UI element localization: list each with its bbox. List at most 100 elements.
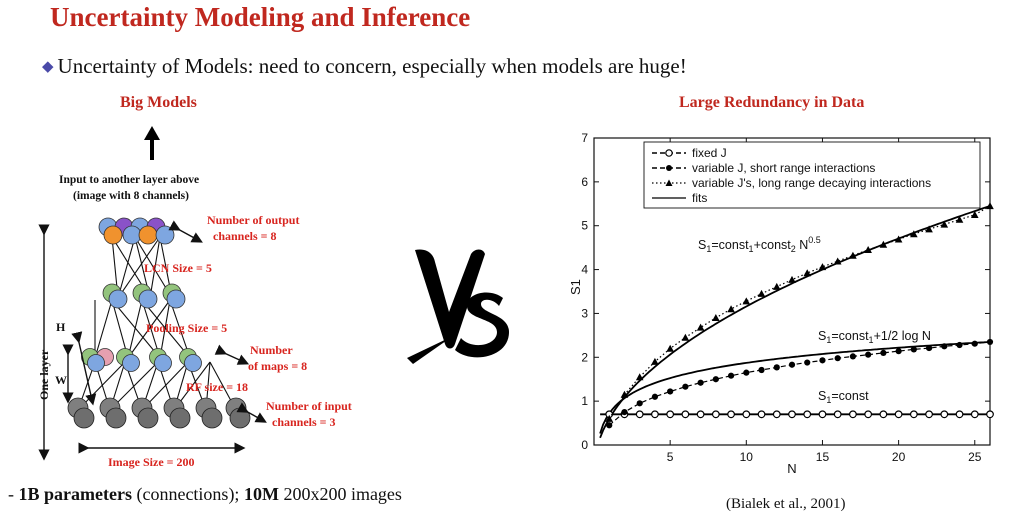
series-line <box>608 205 991 420</box>
input-label-line1: Input to another layer above <box>59 174 199 186</box>
input-layer-nodes <box>67 397 251 429</box>
point-fixed-j <box>635 410 644 419</box>
point-variable-j-long <box>605 414 614 422</box>
point-variable-j-long <box>772 282 781 290</box>
output-layer-nodes <box>98 217 175 245</box>
point-variable-j-long <box>833 257 842 265</box>
x-tick-label: 5 <box>667 450 674 464</box>
point-variable-j-short <box>697 379 704 386</box>
point-fixed-j <box>940 410 949 419</box>
point-variable-j-short <box>773 364 780 371</box>
bullet-text: Uncertainty of Models: need to concern, … <box>57 54 687 78</box>
citation: (Bialek et al., 2001) <box>726 496 846 512</box>
point-variable-j-short <box>819 357 826 364</box>
point-variable-j-long <box>742 297 751 305</box>
point-variable-j-short <box>636 400 643 407</box>
point-fixed-j <box>666 410 675 419</box>
point-variable-j-long <box>727 305 735 313</box>
point-variable-j-short <box>925 344 933 352</box>
y-tick-label: 2 <box>581 350 588 364</box>
annotation-const-fit: S1=const <box>818 389 869 405</box>
point-fixed-j <box>757 410 766 419</box>
point-variable-j-short <box>682 383 689 390</box>
point-variable-j-short <box>956 341 963 349</box>
point-variable-j-long <box>894 235 903 243</box>
input-channels-line2: channels = 3 <box>272 415 336 429</box>
point-variable-j-long <box>803 269 812 277</box>
point-fixed-j <box>986 410 994 419</box>
point-fixed-j <box>909 410 918 419</box>
fit-log-curve <box>599 341 991 434</box>
point-variable-j-short <box>651 393 659 400</box>
point-variable-j-long <box>681 333 690 341</box>
y-tick-label: 3 <box>581 306 588 320</box>
point-variable-j-long <box>849 251 857 259</box>
lcn-layer-nodes <box>102 283 186 309</box>
point-variable-j-long <box>696 323 705 331</box>
legend-item-variable-j-long: variable J's, long range decaying intera… <box>652 176 931 190</box>
image-size-label: Image Size = 200 <box>108 455 195 469</box>
legend-label-fits: fits <box>692 191 707 205</box>
y-tick-label: 7 <box>581 131 588 145</box>
point-fixed-j <box>696 410 705 419</box>
x-tick-label: 25 <box>968 450 982 464</box>
point-variable-j-long <box>666 344 674 352</box>
up-arrow-icon <box>144 126 160 160</box>
point-variable-j-long <box>712 314 720 322</box>
point-variable-j-short <box>667 388 674 395</box>
x-tick-label: 20 <box>892 450 906 464</box>
point-fixed-j <box>727 410 735 419</box>
parameters-note: - 1B parameters (connections); 10M 200x2… <box>8 484 402 504</box>
chart-heading: Large Redundancy in Data <box>679 94 865 111</box>
point-variable-j-short <box>834 355 841 362</box>
legend-box <box>643 141 981 209</box>
point-fixed-j <box>970 410 979 419</box>
legend-item-variable-j-short: variable J, short range interactions <box>652 161 875 175</box>
entropy-chart: 5 10 15 20 25 0 1 2 3 4 5 6 7 N S1 fixed J variable … <box>568 131 994 476</box>
point-variable-j-long <box>635 373 644 381</box>
x-tick-label: 15 <box>816 450 830 464</box>
point-variable-j-long <box>986 202 994 210</box>
point-fixed-j <box>711 410 720 419</box>
output-channels-line2: channels = 8 <box>213 229 277 243</box>
point-fixed-j <box>864 410 873 419</box>
y-tick-label: 4 <box>581 263 588 277</box>
y-tick-label: 1 <box>581 394 588 408</box>
point-fixed-j <box>788 410 796 419</box>
w-label: W <box>55 373 67 387</box>
one-layer-label: One layer <box>37 349 51 400</box>
y-tick-label: 6 <box>581 175 588 189</box>
number-of-maps-line1: Number <box>250 343 293 357</box>
point-variable-j-short <box>941 343 948 350</box>
point-variable-j-short <box>712 376 719 383</box>
point-variable-j-long <box>620 390 629 398</box>
vs-graphic: VS <box>407 249 509 364</box>
point-fixed-j <box>955 410 964 419</box>
x-axis-label: N <box>787 461 796 476</box>
lcn-size-label: LCN Size = 5 <box>144 261 212 275</box>
point-variable-j-long <box>818 263 827 271</box>
dimension-arrows <box>38 220 267 461</box>
point-variable-j-short <box>865 351 872 358</box>
annotation-log-fit: S1=const1+1/2 log N <box>818 329 931 345</box>
point-fixed-j <box>772 410 781 419</box>
input-label-line2: (image with 8 channels) <box>73 190 189 202</box>
point-variable-j-long <box>879 240 888 248</box>
point-fixed-j <box>894 410 903 419</box>
y-axis-label: S1 <box>568 279 583 295</box>
legend-label-variable-j-long: variable J's, long range decaying intera… <box>692 176 931 190</box>
point-variable-j-short <box>606 422 613 429</box>
legend: fixed J variable J, short range interact… <box>643 141 981 209</box>
h-label: H <box>56 320 66 334</box>
annotation-sqrt-fit: S1=const1+const2 N0.5 <box>698 235 821 254</box>
legend-item-fits: fits <box>652 191 707 205</box>
number-of-maps-line2: of maps = 8 <box>248 359 307 373</box>
point-fixed-j <box>879 410 888 419</box>
legend-label-variable-j-short: variable J, short range interactions <box>692 161 875 175</box>
point-variable-j-short <box>758 366 765 374</box>
point-variable-j-short <box>621 409 628 416</box>
legend-item-fixed-j: fixed J <box>652 146 727 160</box>
point-fixed-j <box>925 410 933 419</box>
output-channels-line1: Number of output <box>207 213 299 227</box>
pooling-size-label: Pooling Size = 5 <box>146 321 227 335</box>
